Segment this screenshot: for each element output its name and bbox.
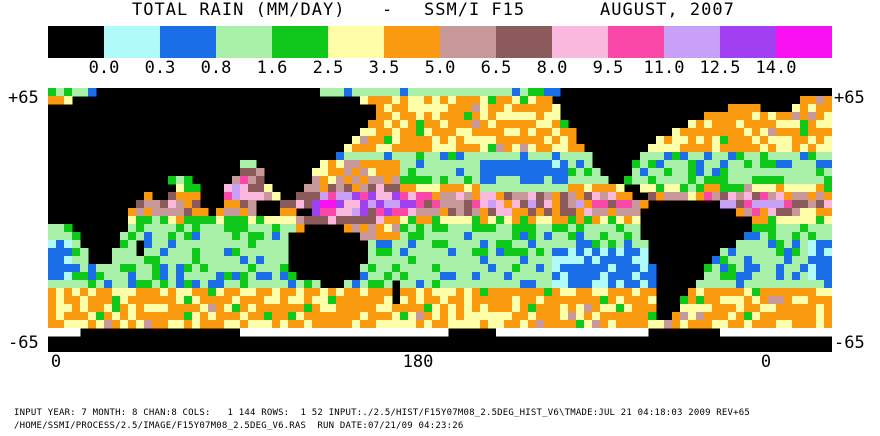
legend-swatch-8 — [496, 26, 552, 58]
footer-line-1: INPUT YEAR: 7 MONTH: 8 CHAN:8 COLS: 1 14… — [14, 408, 751, 418]
legend-swatch-11 — [664, 26, 720, 58]
legend-labels: 0.0 0.3 0.8 1.6 2.5 3.5 5.0 6.5 8.0 9.5 11.0 12.5 14… — [0, 58, 880, 80]
legend-swatch-6 — [384, 26, 440, 58]
legend-swatch-0 — [48, 26, 104, 58]
lon-label-180: 180 — [402, 352, 434, 372]
legend-label-2: 0.8 — [200, 58, 232, 78]
legend-label-3: 1.6 — [256, 58, 288, 78]
title-variable: TOTAL RAIN (MM/DAY) — [132, 0, 346, 20]
legend-swatch-7 — [440, 26, 496, 58]
legend-label-4: 2.5 — [312, 58, 344, 78]
legend-label-6: 5.0 — [424, 58, 456, 78]
legend-swatch-4 — [272, 26, 328, 58]
rain-map — [48, 88, 832, 352]
legend-label-8: 8.0 — [536, 58, 568, 78]
rain-map-grid — [48, 88, 832, 337]
title-sensor: SSM/I F15 — [424, 0, 526, 20]
color-legend — [48, 26, 832, 58]
legend-label-7: 6.5 — [480, 58, 512, 78]
footer-line-2: /HOME/SSMI/PROCESS/2.5/IMAGE/F15Y07M08_2… — [14, 421, 464, 431]
legend-swatch-5 — [328, 26, 384, 58]
lon-label-0-left: 0 — [50, 352, 62, 372]
legend-swatch-10 — [608, 26, 664, 58]
legend-label-10: 11.0 — [643, 58, 685, 78]
legend-swatch-13 — [776, 26, 832, 58]
legend-label-12: 14.0 — [755, 58, 797, 78]
map-title: TOTAL RAIN (MM/DAY) - SSM/I F15 AUGUST, … — [0, 0, 880, 24]
title-separator: - — [382, 0, 394, 20]
legend-label-11: 12.5 — [699, 58, 741, 78]
legend-swatch-3 — [216, 26, 272, 58]
legend-label-9: 9.5 — [592, 58, 624, 78]
lat-label-bottom-left: -65 — [8, 333, 39, 353]
lat-label-bottom-right: -65 — [834, 333, 865, 353]
lon-label-0-right: 0 — [760, 352, 772, 372]
legend-label-0: 0.0 — [88, 58, 120, 78]
legend-swatch-2 — [160, 26, 216, 58]
title-date: AUGUST, 2007 — [600, 0, 735, 20]
legend-label-1: 0.3 — [144, 58, 176, 78]
legend-label-5: 3.5 — [368, 58, 400, 78]
legend-swatch-12 — [720, 26, 776, 58]
lat-label-top-right: +65 — [834, 88, 865, 108]
legend-swatch-9 — [552, 26, 608, 58]
lat-label-top-left: +65 — [8, 88, 39, 108]
legend-swatch-1 — [104, 26, 160, 58]
